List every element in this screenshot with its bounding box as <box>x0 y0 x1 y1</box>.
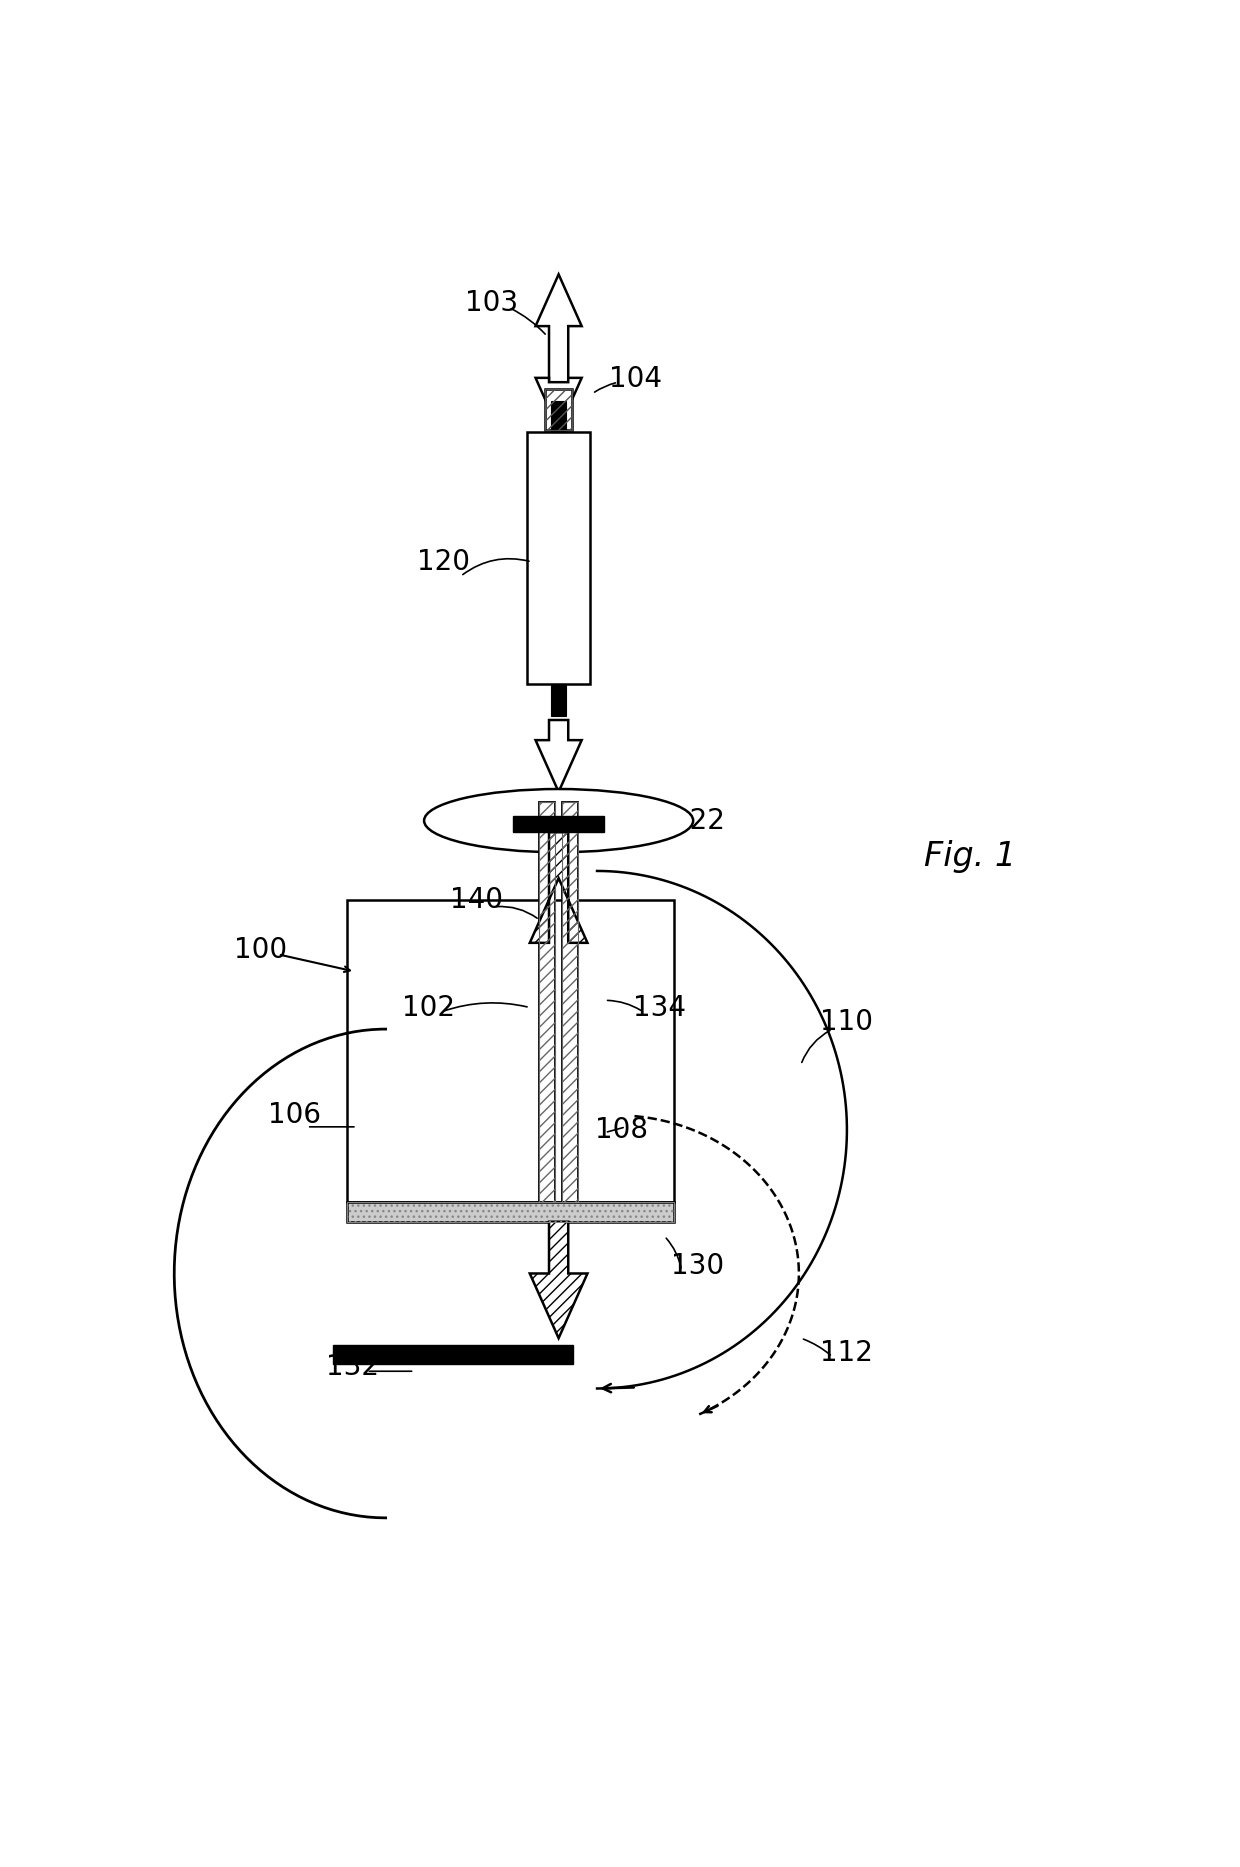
Bar <box>551 683 567 715</box>
Text: 122: 122 <box>672 807 724 835</box>
Bar <box>551 401 567 433</box>
Polygon shape <box>529 833 588 943</box>
Text: 110: 110 <box>821 1008 873 1036</box>
Polygon shape <box>536 274 582 390</box>
Bar <box>527 433 590 683</box>
Text: 120: 120 <box>417 547 470 575</box>
Text: 132: 132 <box>326 1354 378 1382</box>
Text: Fig. 1: Fig. 1 <box>924 840 1016 874</box>
Text: 102: 102 <box>403 993 455 1021</box>
Bar <box>546 390 572 429</box>
Polygon shape <box>529 1221 588 1339</box>
Text: 100: 100 <box>234 935 288 963</box>
Bar <box>539 803 554 1202</box>
Bar <box>563 803 578 1202</box>
Text: 130: 130 <box>671 1253 724 1281</box>
Bar <box>347 1202 675 1221</box>
Bar <box>347 900 675 1202</box>
Text: 104: 104 <box>609 366 662 394</box>
Text: 103: 103 <box>465 289 518 317</box>
Polygon shape <box>536 721 582 792</box>
Ellipse shape <box>424 790 693 851</box>
Bar <box>539 803 554 1202</box>
Polygon shape <box>536 377 582 429</box>
Text: 106: 106 <box>268 1102 321 1130</box>
Bar <box>332 1346 573 1365</box>
Bar <box>347 1202 675 1221</box>
Text: 108: 108 <box>595 1116 647 1144</box>
Bar <box>563 803 578 1202</box>
Text: 134: 134 <box>634 993 686 1021</box>
Text: 140: 140 <box>450 885 503 913</box>
Bar <box>546 390 572 429</box>
Bar <box>513 816 604 833</box>
Text: 112: 112 <box>821 1339 873 1367</box>
